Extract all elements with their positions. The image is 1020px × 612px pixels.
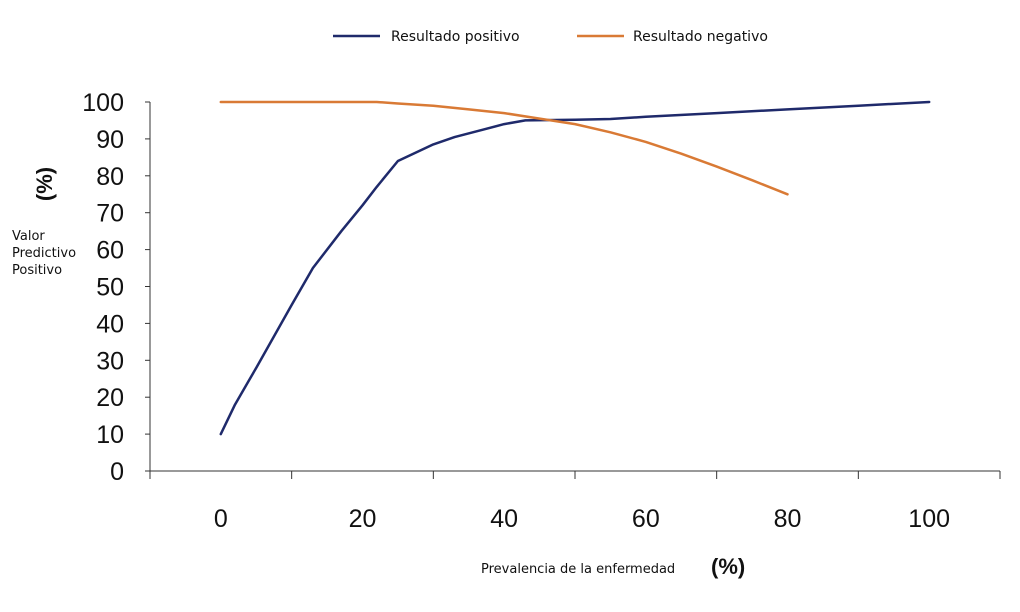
y-ticks: 0 10 20 30 40 50 60 70 80 90 100 bbox=[82, 89, 150, 486]
y-tick-label: 0 bbox=[110, 458, 124, 486]
x-tick-label: 60 bbox=[632, 505, 660, 533]
legend-label-resultado-negativo: Resultado negativo bbox=[633, 29, 768, 45]
series-line-resultado-positivo bbox=[219, 100, 931, 436]
y-tick-label: 40 bbox=[96, 310, 124, 338]
x-tick-label: 80 bbox=[774, 505, 802, 533]
x-axis-unit: (%) bbox=[711, 554, 745, 579]
y-axis-label-line: Positivo bbox=[12, 263, 63, 278]
x-tick-label: 40 bbox=[490, 505, 518, 533]
x-axis-label: Prevalencia de la enfermedad bbox=[481, 562, 675, 577]
y-axis-unit: (%) bbox=[32, 167, 57, 201]
y-tick-label: 10 bbox=[96, 421, 124, 449]
y-axis-label-line: Valor bbox=[12, 229, 45, 244]
y-tick-label: 70 bbox=[96, 200, 124, 228]
x-tick-label: 20 bbox=[349, 505, 377, 533]
y-tick-label: 20 bbox=[96, 384, 124, 412]
y-axis-label-line: Predictivo bbox=[12, 246, 77, 261]
axes bbox=[149, 102, 1000, 472]
y-tick-label: 90 bbox=[96, 126, 124, 154]
series-line-resultado-negativo bbox=[219, 100, 789, 196]
y-tick-label: 100 bbox=[82, 89, 124, 117]
series-group bbox=[219, 100, 931, 436]
y-axis-label: Valor Predictivo Positivo bbox=[12, 228, 76, 279]
y-tick-label: 30 bbox=[96, 347, 124, 375]
y-tick-label: 60 bbox=[96, 237, 124, 265]
legend: Resultado positivo Resultado negativo bbox=[333, 29, 768, 45]
x-tick-label: 0 bbox=[214, 505, 228, 533]
x-axis-label-group: Prevalencia de la enfermedad (%) bbox=[481, 554, 745, 579]
x-tick-label: 100 bbox=[908, 505, 950, 533]
legend-label-resultado-positivo: Resultado positivo bbox=[391, 29, 520, 45]
y-tick-label: 50 bbox=[96, 274, 124, 302]
y-tick-label: 80 bbox=[96, 163, 124, 191]
x-ticks: 0 20 40 60 80 100 bbox=[149, 471, 1001, 533]
